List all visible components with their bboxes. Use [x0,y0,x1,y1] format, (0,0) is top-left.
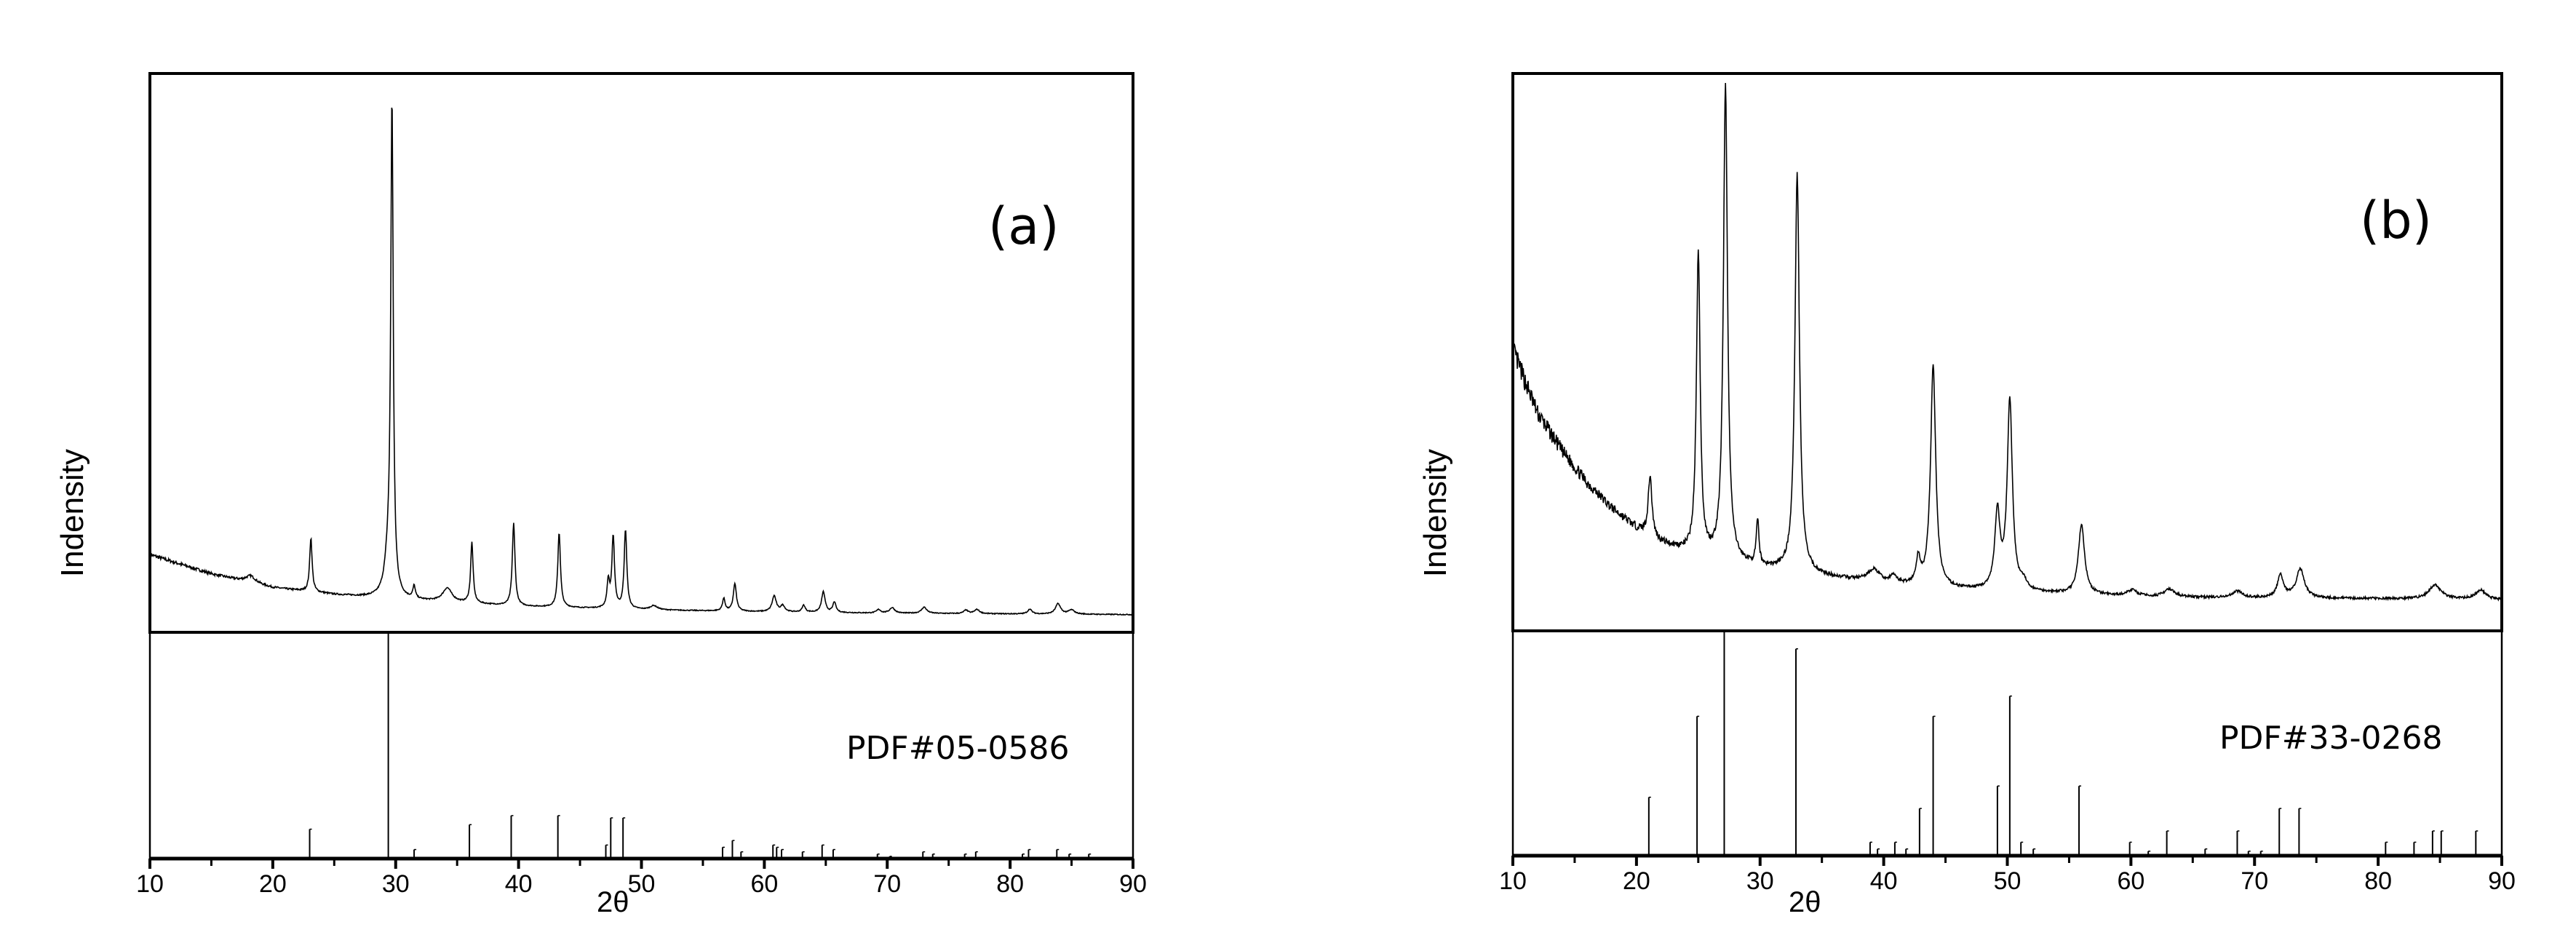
x-axis-label: 2θ [1789,886,1821,918]
x-tick-label: 70 [873,870,902,898]
xrd-chart-b [1511,72,2503,866]
x-tick-label: 40 [504,870,533,898]
x-tick-label: 50 [627,870,656,898]
diffraction-pattern-line [1512,82,2502,602]
xrd-chart-a [148,72,1134,869]
x-tick-label: 30 [1746,867,1774,895]
x-tick-label: 30 [381,870,410,898]
xrd-panel-b: Indensity (b) PDF#33-0268 2θ 10 20 30 40 50 6… [1288,0,2576,943]
y-axis-label: Indensity [55,448,90,578]
x-tick-label: 70 [2241,867,2269,895]
x-tick-label: 80 [996,870,1025,898]
x-tick-label: 60 [2117,867,2145,895]
x-tick-label: 60 [750,870,779,898]
reference-card-label: PDF#33-0268 [2219,720,2443,757]
panel-annotation: (a) [988,196,1060,256]
xrd-panel-a: Indensity (a) PDF#05-0586 2θ 10 20 30 40 50 6… [55,72,1147,918]
x-tick-label: 90 [2488,867,2516,895]
x-axis-ticks [148,859,1134,869]
y-axis-label: Indensity [1418,448,1453,578]
x-tick-label: 80 [2364,867,2393,895]
x-tick-label: 20 [258,870,287,898]
pattern-frame [1511,72,2503,632]
x-tick-label: 20 [1622,867,1650,895]
reference-card-label: PDF#05-0586 [846,730,1070,767]
x-axis-label: 2θ [597,886,629,918]
diffraction-pattern-line [149,107,1133,616]
x-tick-label: 90 [1119,870,1147,898]
x-tick-label: 40 [1869,867,1898,895]
panel-annotation: (b) [2360,191,2433,250]
x-tick-label: 50 [1993,867,2022,895]
x-axis-ticks [1511,856,2503,866]
reference-sticks [309,632,1092,859]
x-tick-label: 10 [1499,867,1527,895]
pattern-frame [148,72,1134,634]
x-tick-label: 10 [136,870,164,898]
